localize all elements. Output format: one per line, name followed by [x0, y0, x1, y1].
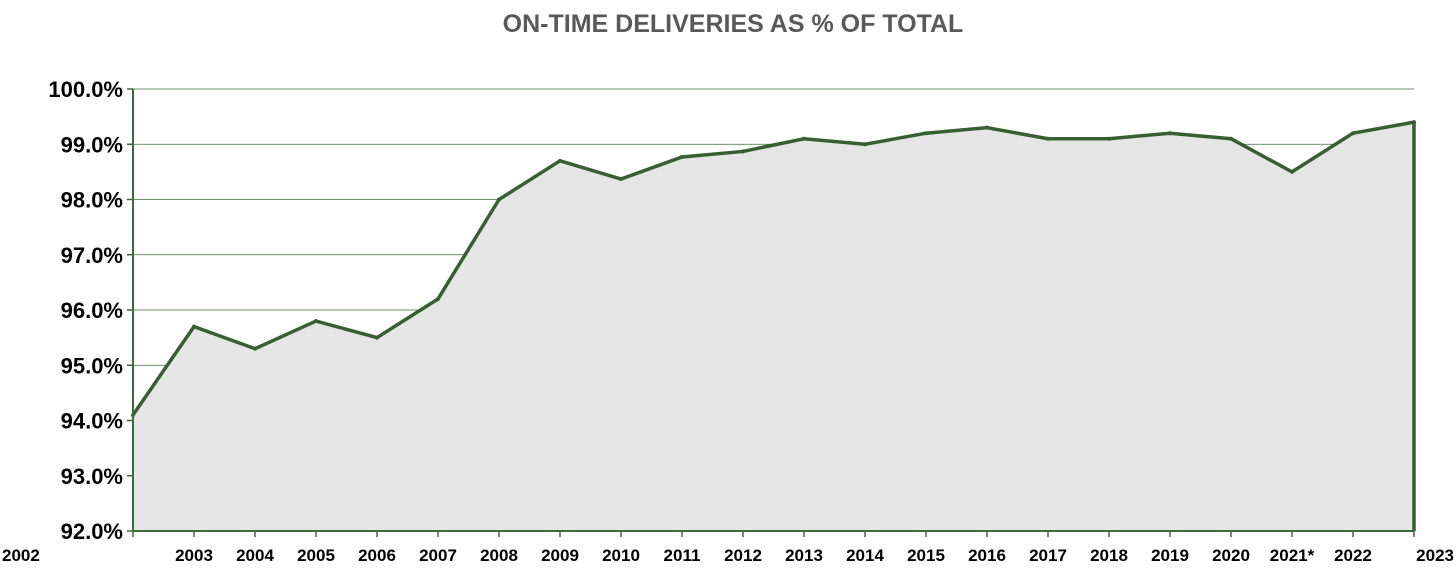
x-tick-label: 2023 [1416, 546, 1454, 565]
data-point [680, 154, 684, 159]
data-point [1229, 136, 1233, 141]
y-tick-label: 94.0% [61, 409, 123, 434]
y-tick-label: 95.0% [61, 353, 123, 378]
data-point [619, 177, 623, 182]
x-tick-label: 2012 [724, 546, 762, 565]
data-point [497, 197, 501, 202]
data-point [924, 131, 928, 136]
y-tick-labels: 92.0% 93.0% 94.0% 95.0% 96.0% 97.0% 98.0% 99.0%… [48, 77, 123, 544]
x-tick-label: 2013 [785, 546, 823, 565]
data-point [1046, 136, 1050, 141]
x-tick-label: 2005 [297, 546, 335, 565]
area-layer [131, 120, 1416, 532]
y-tick-label: 97.0% [61, 243, 123, 268]
data-point [375, 335, 379, 340]
data-point [741, 149, 745, 154]
x-tick-label: 2007 [419, 546, 457, 565]
data-point [558, 158, 562, 163]
data-point [1351, 131, 1355, 136]
area-fill [133, 122, 1414, 532]
data-point [985, 125, 989, 130]
x-tick-label: 2006 [358, 546, 396, 565]
x-tick-label: 2017 [1029, 546, 1067, 565]
x-tick-label: 2015 [907, 546, 945, 565]
data-point [436, 296, 440, 301]
x-tick-label: 2002 [2, 546, 40, 565]
data-point [1168, 131, 1172, 136]
x-tick-label: 2022 [1334, 546, 1372, 565]
data-point [1107, 136, 1111, 141]
y-tick-label: 92.0% [61, 519, 123, 544]
axis-layer [127, 88, 1415, 537]
data-point [802, 136, 806, 141]
x-tick-label: 2021* [1270, 546, 1315, 565]
x-tick-label: 2010 [602, 546, 640, 565]
y-tick-label: 93.0% [61, 464, 123, 489]
x-tick-label: 2003 [175, 546, 213, 565]
data-point [1290, 169, 1294, 174]
x-tick-label: 2016 [968, 546, 1006, 565]
y-tick-label: 98.0% [61, 188, 123, 213]
x-tick-label: 2020 [1212, 546, 1250, 565]
chart-title: ON-TIME DELIVERIES AS % OF TOTAL [502, 10, 964, 38]
y-tick-label: 100.0% [48, 77, 123, 102]
y-tick-label: 99.0% [61, 132, 123, 157]
data-point [253, 346, 257, 351]
data-point [314, 319, 318, 324]
x-tick-label: 2019 [1151, 546, 1189, 565]
x-tick-label: 2014 [846, 546, 884, 565]
series-line [131, 120, 1415, 416]
x-tick-labels: 2002 2003 2004 2005 2006 2007 2008 2009 2010 2011… [2, 546, 1454, 565]
y-tick-label: 96.0% [61, 298, 123, 323]
x-tick-label: 2018 [1090, 546, 1128, 565]
data-point [1412, 120, 1416, 125]
data-point [192, 324, 196, 329]
x-tick-label: 2008 [480, 546, 518, 565]
x-tick-label: 2011 [664, 546, 701, 565]
x-tick-label: 2004 [236, 546, 274, 565]
x-tick-label: 2009 [541, 546, 579, 565]
data-point [863, 142, 867, 147]
